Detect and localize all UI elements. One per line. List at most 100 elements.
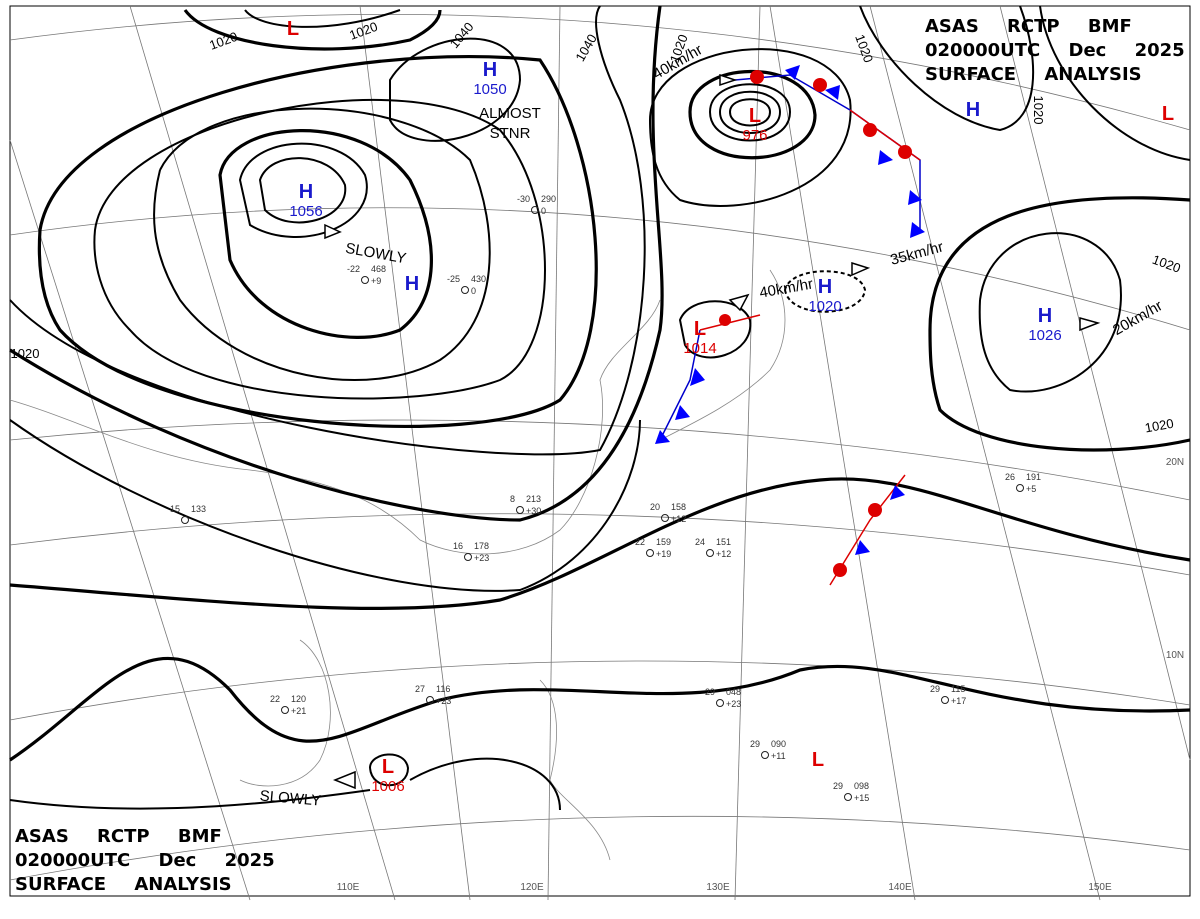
station-change: +5 [1026, 484, 1036, 494]
station-marker [464, 553, 472, 561]
center-symbol: L [1162, 103, 1174, 125]
motion-arrows [324, 73, 1101, 790]
station-marker [181, 516, 189, 524]
station-pressure: 116 [436, 684, 450, 694]
station-marker [426, 696, 434, 704]
station-change: +30 [526, 506, 541, 516]
station-change: 0 [541, 206, 546, 216]
station-marker [661, 514, 669, 522]
motion-label: ALMOST [479, 105, 541, 122]
station-pressure: 048 [726, 687, 741, 697]
center-symbol: H [1038, 305, 1052, 327]
station-pressure: 468 [371, 264, 386, 274]
station-pressure: 213 [526, 494, 541, 504]
center-pressure: 1050 [473, 81, 506, 98]
station-marker [761, 751, 769, 759]
longitude-label: 110E [337, 882, 360, 893]
center-pressure: 1014 [683, 340, 716, 357]
station-change: +23 [474, 553, 489, 563]
center-symbol: H [405, 273, 419, 295]
center-pressure: 976 [742, 127, 767, 144]
motion-label: STNR [490, 125, 531, 142]
station-change: +23 [436, 696, 451, 706]
station-temp: -22 [347, 264, 360, 274]
station-temp: 29 [930, 684, 940, 694]
center-symbol: L [749, 105, 761, 127]
center-pressure: 1020 [808, 298, 841, 315]
header-line: ASAS RCTP BMF [925, 16, 1132, 37]
station-temp: 27 [415, 684, 425, 694]
station-pressure: 158 [671, 502, 686, 512]
station-change: +23 [726, 699, 741, 709]
station-change: +19 [656, 549, 671, 559]
header-line: SURFACE ANALYSIS [15, 874, 232, 895]
station-pressure: 120 [291, 694, 306, 704]
station-temp: 15 [170, 504, 180, 514]
station-marker [516, 506, 524, 514]
station-temp: 29 [705, 687, 715, 697]
station-marker [1016, 484, 1024, 492]
station-pressure: 151 [716, 537, 731, 547]
station-temp: 29 [833, 781, 843, 791]
longitude-label: 140E [888, 882, 912, 893]
station-change: +21 [291, 706, 306, 716]
latitude-label: 20N [1166, 457, 1184, 468]
center-symbol: H [966, 99, 980, 121]
header-line: SURFACE ANALYSIS [925, 64, 1142, 85]
center-symbol: L [287, 18, 299, 40]
center-pressure: 1026 [1028, 327, 1061, 344]
station-change: +11 [771, 751, 786, 761]
center-symbol: L [382, 756, 394, 778]
station-marker [844, 793, 852, 801]
station-temp: -25 [447, 274, 460, 284]
station-change: +15 [854, 793, 869, 803]
center-symbol: L [812, 749, 824, 771]
center-symbol: H [818, 276, 832, 298]
station-pressure: 159 [656, 537, 671, 547]
station-change: +9 [371, 276, 381, 286]
header-line: ASAS RCTP BMF [15, 826, 222, 847]
station-marker [461, 286, 469, 294]
station-marker [716, 699, 724, 707]
latitude-label: 10N [1166, 650, 1184, 661]
station-marker [281, 706, 289, 714]
longitude-label: 150E [1088, 882, 1112, 893]
isobar-label: 1020 [11, 346, 40, 361]
station-pressure: 090 [771, 739, 786, 749]
labels: ASAS RCTP BMF 020000UTC Dec 2025 SURFACE A… [11, 16, 1185, 895]
station-temp: 8 [510, 494, 515, 504]
station-pressure: 115 [951, 684, 965, 694]
station-pressure: 178 [474, 541, 489, 551]
station-temp: 20 [650, 502, 660, 512]
station-pressure: 290 [541, 194, 556, 204]
station-temp: -30 [517, 194, 530, 204]
station-pressure: 430 [471, 274, 486, 284]
center-pressure: 1056 [289, 203, 322, 220]
station-temp: 22 [270, 694, 280, 704]
station-marker [706, 549, 714, 557]
motion-label: SLOWLY [259, 787, 322, 809]
isobar-label: 1020 [1031, 96, 1046, 125]
station-change: +12 [716, 549, 731, 559]
station-change: +17 [951, 696, 966, 706]
station-marker [941, 696, 949, 704]
station-temp: 16 [453, 541, 463, 551]
station-marker [531, 206, 539, 214]
center-symbol: H [483, 59, 497, 81]
station-marker [361, 276, 369, 284]
fronts [655, 65, 925, 586]
longitude-label: 130E [706, 882, 730, 893]
station-temp: 26 [1005, 472, 1015, 482]
station-change: 0 [471, 286, 476, 296]
center-symbol: H [299, 181, 313, 203]
station-temp: 24 [695, 537, 705, 547]
station-marker [646, 549, 654, 557]
header-line: 020000UTC Dec 2025 [925, 40, 1185, 61]
isobar-label: 1020 [1144, 416, 1175, 436]
center-symbol: L [694, 318, 706, 340]
header-line: 020000UTC Dec 2025 [15, 850, 275, 871]
isobars [9, 5, 1191, 811]
station-pressure: 191 [1026, 472, 1041, 482]
